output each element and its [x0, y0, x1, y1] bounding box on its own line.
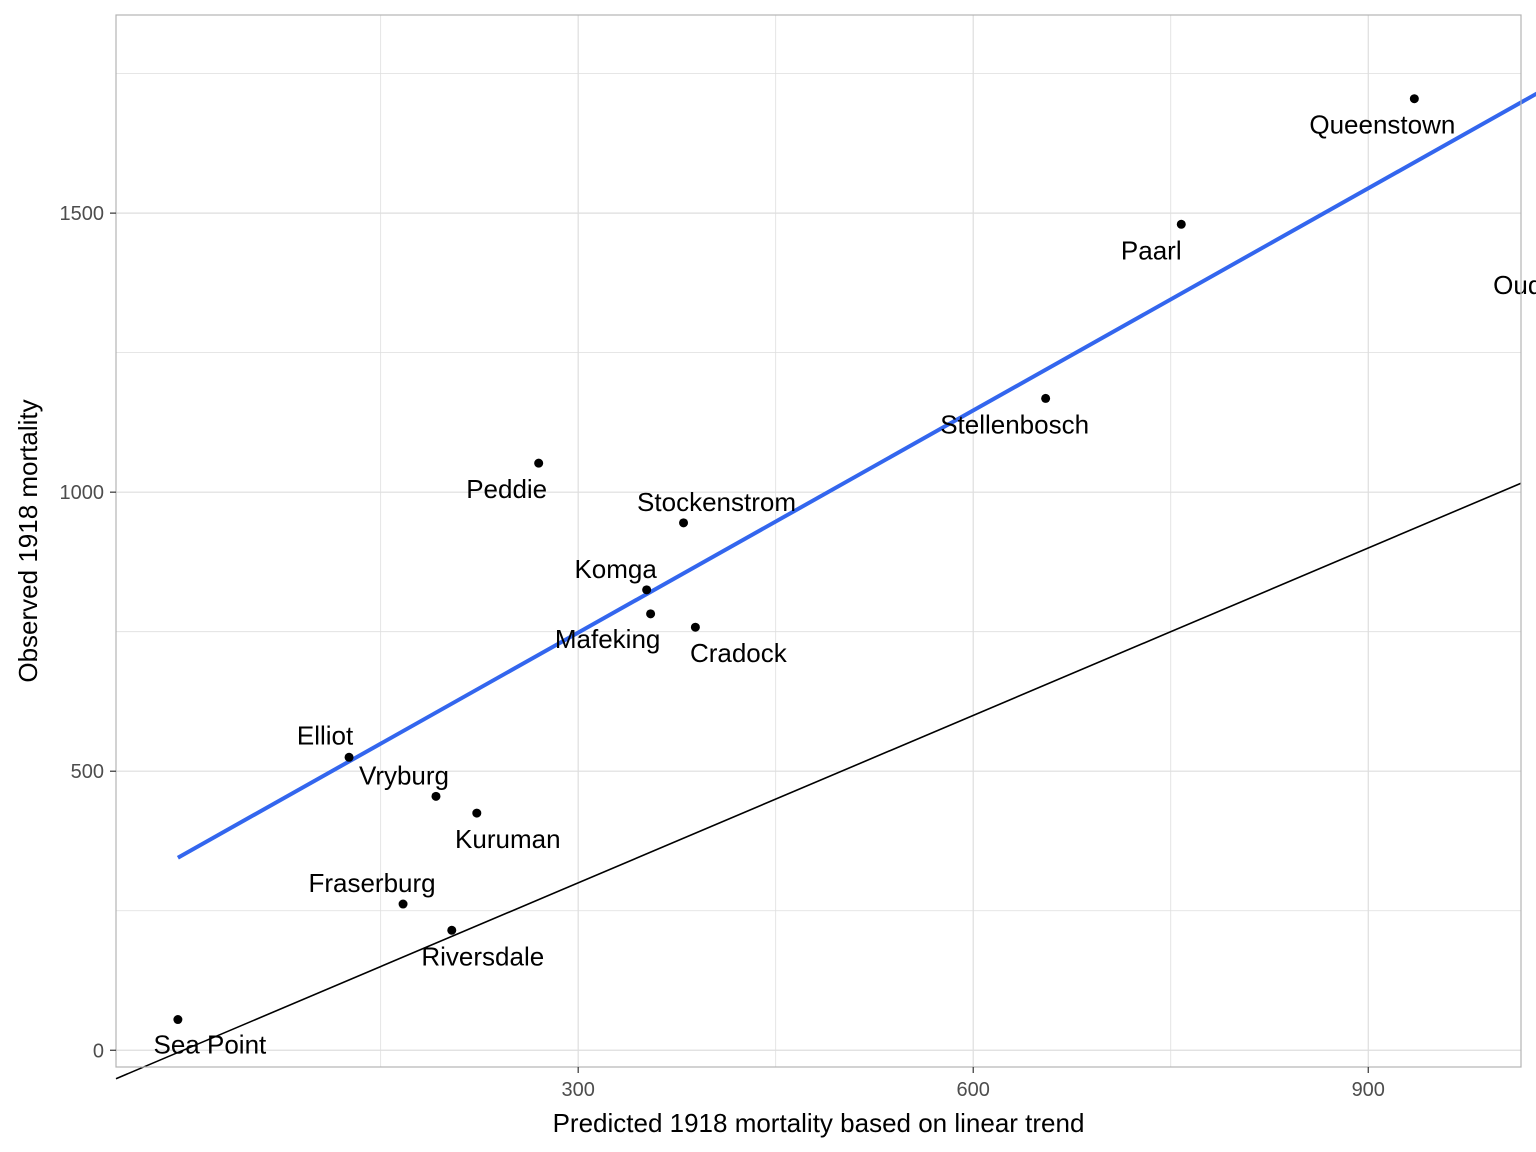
- point-label: Stellenbosch: [940, 409, 1089, 439]
- data-point: [679, 518, 689, 528]
- point-label: Sea Point: [154, 1030, 268, 1060]
- point-label: Komga: [574, 554, 657, 584]
- x-tick-label: 900: [1352, 1079, 1385, 1101]
- identity-line: [115, 482, 1522, 1080]
- point-label: Kuruman: [455, 824, 561, 854]
- x-axis-ticks: 300 600 900: [562, 1067, 1385, 1101]
- data-point: [534, 458, 544, 468]
- data-point: [447, 925, 457, 935]
- point-label: Stockenstrom: [637, 487, 796, 517]
- data-point: [173, 1015, 183, 1025]
- y-tick-label: 1000: [60, 482, 105, 504]
- grid-major: [116, 15, 1521, 1067]
- data-point: [646, 609, 656, 619]
- reference-lines: [115, 91, 1536, 1080]
- data-point: [1409, 94, 1419, 104]
- data-point: [1041, 393, 1051, 403]
- y-tick-label: 1500: [60, 203, 105, 225]
- point-label: Riversdale: [421, 941, 544, 971]
- point-label: Cradock: [690, 638, 788, 668]
- x-axis-title: Predicted 1918 mortality based on linear…: [553, 1108, 1085, 1138]
- data-point: [431, 791, 441, 801]
- grid-minor: [116, 15, 1521, 1067]
- point-label: Peddie: [466, 474, 547, 504]
- data-point: [398, 899, 408, 909]
- x-tick-label: 600: [957, 1079, 990, 1101]
- point-label: Elliot: [297, 720, 354, 750]
- y-axis-ticks: 0 500 1000 1500: [60, 203, 116, 1062]
- point-label: Oudtshoorn: [1493, 270, 1536, 300]
- y-tick-label: 0: [93, 1040, 104, 1062]
- point-label: Queenstown: [1309, 110, 1455, 140]
- y-tick-label: 500: [71, 761, 104, 783]
- point-labels: Sea Point Riversdale Fraserburg Kuruman Vryb…: [154, 110, 1536, 1060]
- point-label: Paarl: [1121, 235, 1182, 265]
- data-point: [1176, 219, 1186, 229]
- point-label: Fraserburg: [308, 868, 435, 898]
- y-axis-title: Observed 1918 mortality: [13, 399, 43, 682]
- data-point: [642, 585, 652, 595]
- data-points: [173, 94, 1419, 1025]
- point-label: Mafeking: [555, 624, 661, 654]
- data-point: [690, 622, 700, 632]
- point-label: Vryburg: [359, 760, 449, 790]
- panel-border: [115, 14, 1522, 1068]
- data-point: [344, 752, 354, 762]
- data-point: [472, 808, 482, 818]
- x-tick-label: 300: [562, 1079, 595, 1101]
- fit-line: [176, 91, 1536, 860]
